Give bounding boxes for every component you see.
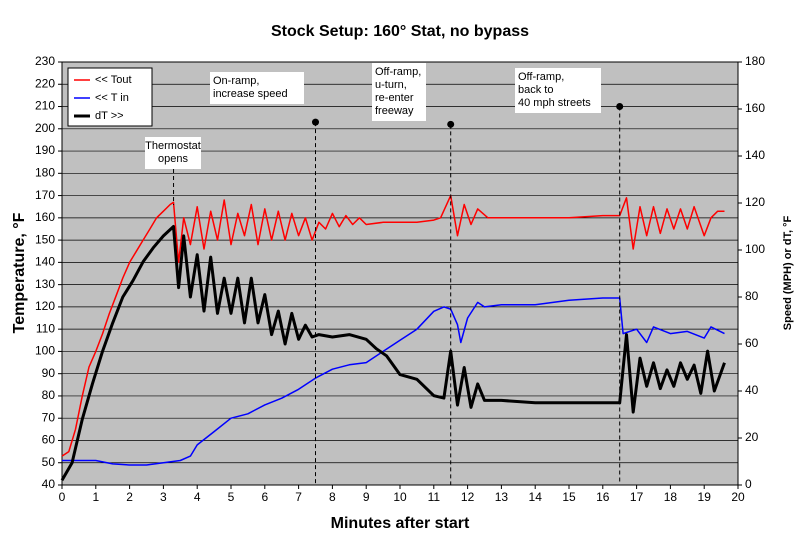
x-tick-label: 13 bbox=[495, 490, 509, 504]
legend-label: dT >> bbox=[95, 110, 124, 122]
y-tick-label: 60 bbox=[42, 433, 56, 447]
x-tick-label: 9 bbox=[363, 490, 370, 504]
x-tick-label: 11 bbox=[428, 490, 441, 504]
x-tick-label: 7 bbox=[295, 490, 302, 504]
y-tick-label: 170 bbox=[35, 188, 55, 202]
annotation-text: opens bbox=[158, 153, 188, 165]
y-tick-label: 160 bbox=[35, 210, 55, 224]
annotation-text: u-turn, bbox=[375, 79, 407, 91]
legend-label: << T in bbox=[95, 92, 129, 104]
plot-frame bbox=[61, 61, 739, 486]
y-tick-label: 200 bbox=[35, 121, 55, 135]
series-line bbox=[62, 297, 725, 466]
x-axis-label: Minutes after start bbox=[331, 515, 470, 532]
x-tick-label: 0 bbox=[59, 490, 66, 504]
x-tick-label: 8 bbox=[329, 490, 336, 504]
annotation-text: Off-ramp, bbox=[518, 71, 564, 83]
x-tick-label: 10 bbox=[393, 490, 407, 504]
annotation-dot bbox=[616, 103, 624, 111]
y2-tick-label: 60 bbox=[745, 336, 759, 350]
x-tick-label: 12 bbox=[461, 490, 475, 504]
y-tick-label: 110 bbox=[36, 321, 55, 335]
y2-tick-label: 80 bbox=[745, 289, 759, 303]
x-tick-label: 20 bbox=[731, 490, 745, 504]
y2-tick-label: 100 bbox=[745, 242, 765, 256]
x-tick-label: 6 bbox=[261, 490, 268, 504]
annotation-text: re-enter bbox=[375, 92, 414, 104]
annotation-box bbox=[210, 72, 304, 104]
y-tick-label: 130 bbox=[35, 277, 55, 291]
y2-tick-label: 20 bbox=[745, 430, 759, 444]
y-tick-label: 80 bbox=[42, 388, 56, 402]
y-tick-label: 180 bbox=[35, 165, 55, 179]
chart-title: Stock Setup: 160° Stat, no bypass bbox=[271, 23, 529, 40]
y-tick-label: 120 bbox=[35, 299, 55, 313]
x-tick-label: 17 bbox=[630, 490, 644, 504]
x-tick-label: 1 bbox=[92, 490, 99, 504]
annotation-text: Thermostat bbox=[145, 140, 201, 152]
y-tick-label: 150 bbox=[35, 232, 55, 246]
annotation-text: freeway bbox=[375, 105, 414, 117]
x-tick-label: 3 bbox=[160, 490, 167, 504]
annotation-box bbox=[372, 63, 426, 121]
y2-tick-label: 160 bbox=[745, 101, 765, 115]
x-tick-label: 18 bbox=[664, 490, 678, 504]
y-tick-label: 190 bbox=[35, 143, 55, 157]
y-tick-label: 210 bbox=[35, 99, 55, 113]
x-tick-label: 19 bbox=[698, 490, 712, 504]
y-tick-label: 220 bbox=[35, 76, 55, 90]
series-line bbox=[61, 194, 725, 457]
y-tick-label: 50 bbox=[42, 455, 56, 469]
y-tick-label: 140 bbox=[35, 255, 55, 269]
annotation-text: 40 mph streets bbox=[518, 97, 591, 109]
y-tick-label: 40 bbox=[42, 477, 56, 491]
y-tick-label: 70 bbox=[42, 410, 56, 424]
y2-tick-label: 0 bbox=[745, 477, 752, 491]
y2-tick-label: 140 bbox=[745, 148, 765, 162]
annotation-text: back to bbox=[518, 84, 553, 96]
annotation-box bbox=[515, 68, 601, 113]
x-tick-label: 14 bbox=[529, 490, 543, 504]
plot-area bbox=[62, 62, 738, 485]
x-tick-label: 5 bbox=[228, 490, 235, 504]
y2-axis-label: Speed (MPH) or dT, °F bbox=[782, 216, 794, 331]
annotation-dot bbox=[312, 118, 319, 126]
y-axis-label: Temperature, °F bbox=[11, 212, 28, 333]
annotation-text: increase speed bbox=[213, 88, 288, 100]
x-tick-label: 4 bbox=[194, 490, 201, 504]
y-tick-label: 100 bbox=[35, 344, 55, 358]
y2-tick-label: 180 bbox=[745, 54, 765, 68]
y2-tick-label: 120 bbox=[745, 195, 765, 209]
annotation-text: Off-ramp, bbox=[375, 66, 421, 78]
y-tick-label: 230 bbox=[35, 54, 55, 68]
annotation-dot bbox=[447, 120, 455, 128]
x-tick-label: 16 bbox=[596, 490, 610, 504]
annotation-box bbox=[145, 137, 201, 169]
y-tick-label: 90 bbox=[42, 366, 56, 380]
x-tick-label: 2 bbox=[126, 490, 133, 504]
y2-tick-label: 40 bbox=[745, 383, 759, 397]
annotation-text: On-ramp, bbox=[213, 75, 259, 87]
series-line bbox=[60, 225, 726, 482]
x-tick-label: 15 bbox=[562, 490, 576, 504]
legend-label: << Tout bbox=[95, 74, 132, 86]
